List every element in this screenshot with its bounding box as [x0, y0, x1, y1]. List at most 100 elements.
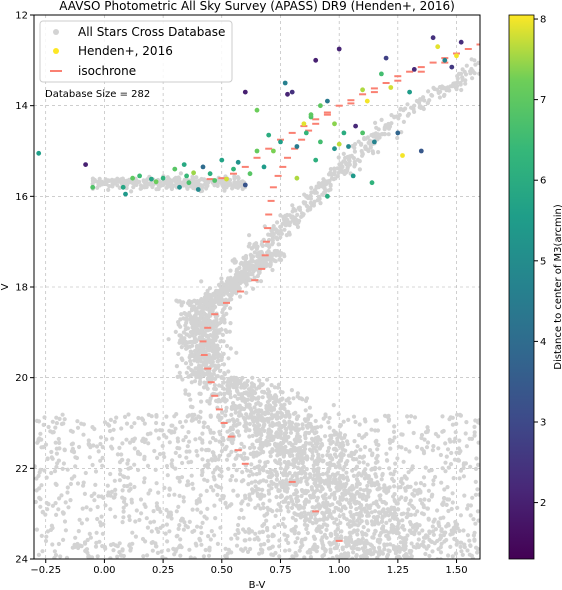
star-point — [308, 474, 313, 479]
henden-star-point — [341, 130, 347, 136]
star-point — [414, 98, 419, 104]
star-point — [278, 389, 283, 394]
star-point — [175, 475, 180, 480]
star-point — [354, 477, 359, 482]
star-point — [173, 426, 178, 431]
star-point — [272, 434, 277, 439]
star-point — [254, 244, 259, 249]
star-point — [543, 559, 547, 563]
star-point — [464, 420, 469, 425]
star-point — [361, 454, 367, 459]
star-point — [209, 374, 214, 379]
star-point — [296, 461, 301, 466]
star-point — [347, 524, 352, 529]
star-point — [386, 508, 391, 514]
star-point — [175, 533, 180, 538]
henden-star-point — [285, 91, 290, 97]
star-point — [281, 516, 286, 521]
star-point — [340, 505, 346, 510]
star-point — [328, 183, 333, 188]
star-point — [431, 478, 436, 483]
legend-label-all-stars: All Stars Cross Database — [78, 25, 225, 39]
star-point — [422, 98, 427, 103]
star-point — [213, 367, 218, 372]
star-point — [328, 433, 333, 438]
star-point — [221, 339, 226, 344]
star-point — [348, 519, 353, 524]
star-point — [146, 441, 151, 446]
star-point — [121, 499, 127, 504]
star-point — [231, 384, 236, 390]
star-point — [274, 229, 279, 234]
star-point — [401, 459, 406, 464]
star-point — [205, 288, 210, 293]
star-point — [291, 411, 296, 416]
star-point — [486, 58, 490, 62]
star-point — [472, 424, 477, 429]
star-point — [452, 81, 457, 86]
star-point — [334, 545, 339, 551]
star-point — [310, 521, 315, 526]
star-point — [472, 537, 477, 542]
star-point — [287, 412, 292, 418]
star-point — [98, 441, 103, 447]
star-point — [181, 438, 186, 443]
star-point — [241, 527, 246, 532]
star-point — [445, 485, 450, 490]
star-point — [332, 432, 337, 437]
star-point — [492, 62, 496, 66]
star-point — [258, 506, 263, 511]
star-point — [220, 436, 225, 441]
star-point — [217, 439, 222, 444]
star-point — [88, 535, 93, 540]
star-point — [396, 554, 401, 559]
star-point — [338, 423, 343, 428]
star-point — [34, 464, 37, 469]
star-point — [36, 473, 41, 478]
star-point — [188, 404, 194, 409]
star-point — [104, 437, 109, 442]
star-point — [151, 519, 157, 524]
star-point — [271, 552, 276, 558]
star-point — [273, 399, 278, 404]
star-point — [302, 475, 307, 480]
star-point — [340, 547, 345, 552]
star-point — [194, 449, 199, 454]
star-point — [460, 552, 465, 558]
star-point — [483, 557, 487, 561]
star-point — [142, 185, 147, 190]
star-point — [184, 455, 189, 460]
star-point — [303, 408, 308, 413]
star-point — [443, 460, 448, 465]
star-point — [282, 459, 287, 465]
star-point — [304, 526, 309, 532]
star-point — [206, 448, 211, 453]
star-point — [300, 489, 305, 494]
star-point — [364, 532, 369, 537]
star-point — [297, 207, 303, 212]
star-point — [236, 522, 241, 528]
star-point — [200, 520, 205, 526]
star-point — [280, 452, 285, 457]
star-point — [363, 564, 367, 568]
star-point — [51, 430, 56, 435]
star-point — [296, 531, 301, 536]
star-point — [256, 410, 261, 415]
star-point — [235, 418, 240, 423]
star-point — [191, 353, 196, 358]
star-point — [61, 421, 66, 426]
star-point — [328, 474, 333, 479]
star-point — [384, 520, 389, 526]
star-point — [392, 507, 397, 513]
star-point — [246, 482, 251, 487]
star-point — [199, 279, 204, 284]
star-point — [498, 50, 502, 54]
star-point — [306, 415, 311, 420]
star-point — [250, 375, 255, 380]
colorbar — [508, 14, 535, 560]
henden-star-point — [266, 132, 272, 138]
henden-star-point — [278, 139, 283, 145]
star-point — [293, 511, 298, 517]
star-point — [346, 490, 351, 495]
star-point — [164, 507, 169, 513]
